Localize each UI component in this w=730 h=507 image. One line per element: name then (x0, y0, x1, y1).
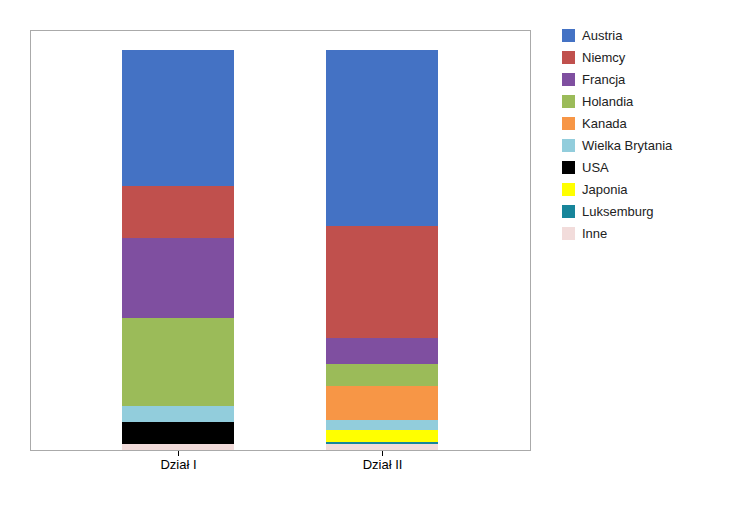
html-text:Austria: Austria (582, 28, 623, 43)
svg-text:Dział II: Dział II (363, 457, 403, 472)
html-text:Japonia: Japonia (582, 182, 628, 197)
html-text:Niemcy: Niemcy (582, 50, 626, 65)
html-text:Wielka Brytania: Wielka Brytania (582, 138, 673, 153)
html-text:USA: USA (582, 160, 609, 175)
svg-text:Dział I: Dział I (160, 457, 196, 472)
html-text:Francja: Francja (582, 72, 626, 87)
html-text:Inne: Inne (582, 226, 608, 241)
html-text:Kanada: Kanada (582, 116, 627, 131)
html-text:Luksemburg: Luksemburg (582, 204, 654, 219)
html-text:Holandia: Holandia (582, 94, 634, 109)
